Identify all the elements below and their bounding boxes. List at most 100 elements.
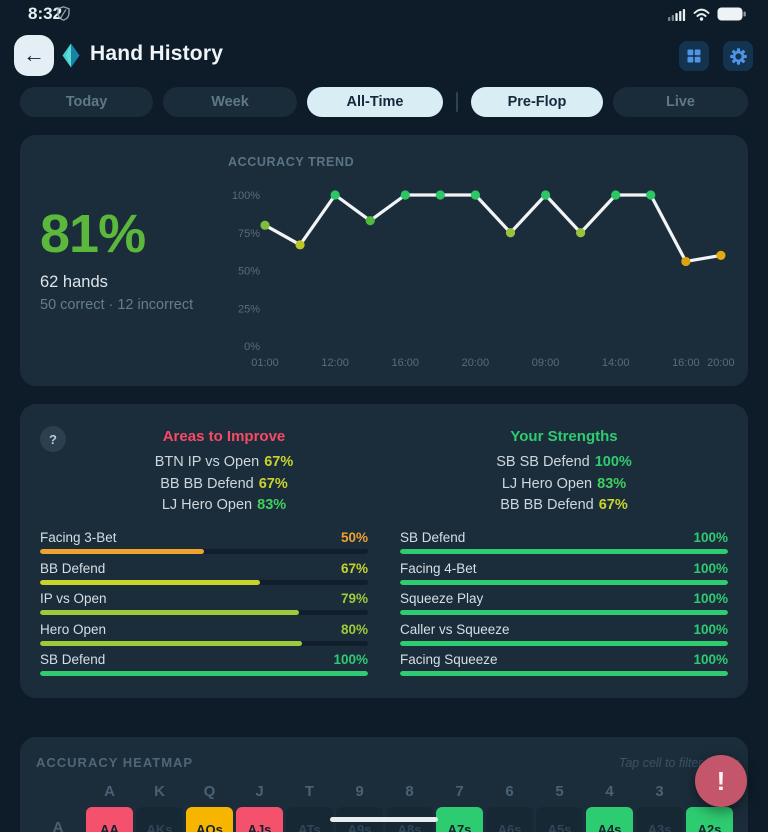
grid-view-button[interactable]	[679, 41, 709, 71]
trend-data-point[interactable]	[260, 220, 270, 230]
x-axis-tick: 12:00	[321, 357, 349, 369]
trend-data-point[interactable]	[716, 250, 726, 260]
trend-data-point[interactable]	[505, 228, 516, 238]
stat-bar-value: 100%	[693, 530, 728, 545]
heatmap-column-header-5: 5	[555, 783, 564, 800]
stat-bar-track	[400, 640, 728, 646]
trend-data-point[interactable]	[435, 190, 445, 200]
trend-data-point[interactable]	[365, 216, 375, 226]
insights-card: ? Areas to Improve BTN IP vs Open 67% BB B…	[20, 404, 748, 698]
stat-bar-label: Facing 4-Bet	[400, 560, 477, 576]
trend-data-point[interactable]	[330, 190, 340, 200]
heatmap-cell-AKs[interactable]: AKs	[136, 807, 183, 832]
trend-data-point[interactable]	[540, 190, 551, 200]
y-axis-tick: 50%	[238, 266, 260, 278]
trend-data-point[interactable]	[400, 190, 410, 200]
x-axis-tick: 14:00	[602, 357, 630, 369]
stat-bar-row: SB Defend 100%	[400, 530, 728, 561]
stat-bar-track	[400, 579, 728, 585]
hands-breakdown: 50 correct · 12 incorrect	[40, 297, 194, 313]
heatmap-column-header-4: 4	[605, 783, 614, 800]
heatmap-column-header-T: T	[304, 783, 315, 800]
question-mark-icon: ?	[49, 431, 57, 447]
stat-bar-label: SB Defend	[400, 530, 466, 545]
insight-item: BTN IP vs Open 67%	[60, 452, 388, 474]
stat-bar-fill	[40, 640, 303, 646]
trend-data-point[interactable]	[646, 190, 656, 200]
heatmap-cell-AQs[interactable]: AQs	[186, 807, 233, 832]
insight-item-label: LJ Hero Open	[161, 497, 253, 513]
stat-bar-row: Facing 4-Bet 100%	[400, 561, 728, 592]
y-axis-tick: 0%	[244, 341, 260, 353]
trend-data-point[interactable]	[295, 240, 305, 250]
heatmap-cell-AA[interactable]: AA	[86, 807, 133, 832]
heatmap-column-header-J: J	[255, 783, 264, 800]
insight-item-label: LJ Hero Open	[501, 475, 593, 492]
grid-icon	[687, 49, 701, 63]
x-axis-tick: 16:00	[392, 357, 420, 369]
heatmap-column-header-8: 8	[405, 783, 414, 800]
heatmap-cell-AJs[interactable]: AJs	[236, 807, 283, 832]
insight-item: BB BB Defend 67%	[400, 495, 728, 517]
your-strengths-column: Your Strengths SB SB Defend 100% LJ Hero O…	[400, 428, 728, 517]
stat-bars-left-column: Facing 3-Bet 50% BB Defend 67% IP vs Open 79%…	[40, 530, 368, 683]
trend-data-point[interactable]	[576, 228, 586, 238]
stat-bar-fill	[40, 671, 368, 676]
areas-to-improve-column: Areas to Improve BTN IP vs Open 67% BB BB …	[60, 428, 388, 517]
accuracy-trend-card: 81% 62 hands 50 correct · 12 incorrect A…	[20, 135, 748, 386]
back-button[interactable]: ←	[14, 35, 54, 76]
y-axis-tick: 25%	[238, 303, 260, 315]
diamond-logo-icon	[62, 43, 80, 68]
stat-bar-label: BB Defend	[40, 560, 106, 576]
wifi-icon	[693, 8, 710, 21]
insight-item: LJ Hero Open 83%	[400, 474, 728, 496]
stat-bar-fill	[400, 671, 728, 676]
settings-button[interactable]	[723, 41, 753, 71]
home-indicator[interactable]	[330, 817, 438, 822]
alert-fab-button[interactable]: !	[695, 755, 747, 807]
heatmap-column-header-Q: Q	[203, 783, 216, 800]
x-axis-tick: 01:00	[251, 357, 279, 369]
x-axis-tick: 20:00	[707, 357, 735, 369]
heatmap-cell-A5s[interactable]: A5s	[536, 807, 583, 832]
insight-item-value: 67%	[264, 454, 294, 470]
stat-bar-track	[400, 549, 728, 554]
overall-accuracy-value: 81%	[40, 204, 146, 264]
stat-bar-value: 100%	[693, 621, 728, 637]
status-icons	[668, 7, 746, 21]
x-axis-tick: 09:00	[532, 357, 560, 369]
heatmap-cell-A6s[interactable]: A6s	[486, 807, 533, 832]
heatmap-cell-A3s[interactable]: A3s	[636, 807, 683, 832]
exclamation-icon: !	[716, 765, 726, 796]
tab-live[interactable]: Live	[613, 87, 748, 117]
trend-data-point[interactable]	[470, 190, 481, 200]
trend-data-point[interactable]	[681, 256, 691, 267]
y-axis-tick: 100%	[232, 190, 260, 202]
heatmap-cell-A2s[interactable]: A2s	[686, 807, 733, 832]
x-axis-tick: 16:00	[672, 357, 700, 369]
heatmap-column-header-3: 3	[655, 783, 664, 800]
insight-item-label: BTN IP vs Open	[154, 454, 260, 470]
stat-bar-label: SB Defend	[40, 652, 106, 667]
page-title: Hand History	[90, 42, 224, 65]
heatmap-cell-ATs[interactable]: ATs	[286, 807, 333, 832]
stat-bar-row: Facing 3-Bet 50%	[40, 530, 368, 561]
stat-bar-row: Hero Open 80%	[40, 622, 368, 653]
stat-bar-fill	[400, 640, 728, 646]
stat-bar-track	[40, 671, 368, 676]
tab-all-time[interactable]: All-Time	[307, 87, 443, 117]
vpn-shield-icon	[57, 6, 70, 21]
heatmap-cell-A7s[interactable]: A7s	[436, 807, 483, 832]
battery-icon	[717, 7, 746, 21]
tab-divider	[456, 92, 458, 112]
tab-week[interactable]: Week	[163, 87, 297, 117]
help-button[interactable]: ?	[40, 426, 66, 452]
heatmap-cell-A4s[interactable]: A4s	[586, 807, 633, 832]
time-filter-tab-bar: Today Week All-Time Pre-Flop Live	[0, 87, 768, 117]
trend-data-point[interactable]	[611, 190, 621, 200]
tab-pre-flop[interactable]: Pre-Flop	[471, 87, 603, 117]
stat-bar-fill	[400, 579, 728, 585]
tab-today[interactable]: Today	[20, 87, 153, 117]
stat-bar-row: BB Defend 67%	[40, 561, 368, 592]
